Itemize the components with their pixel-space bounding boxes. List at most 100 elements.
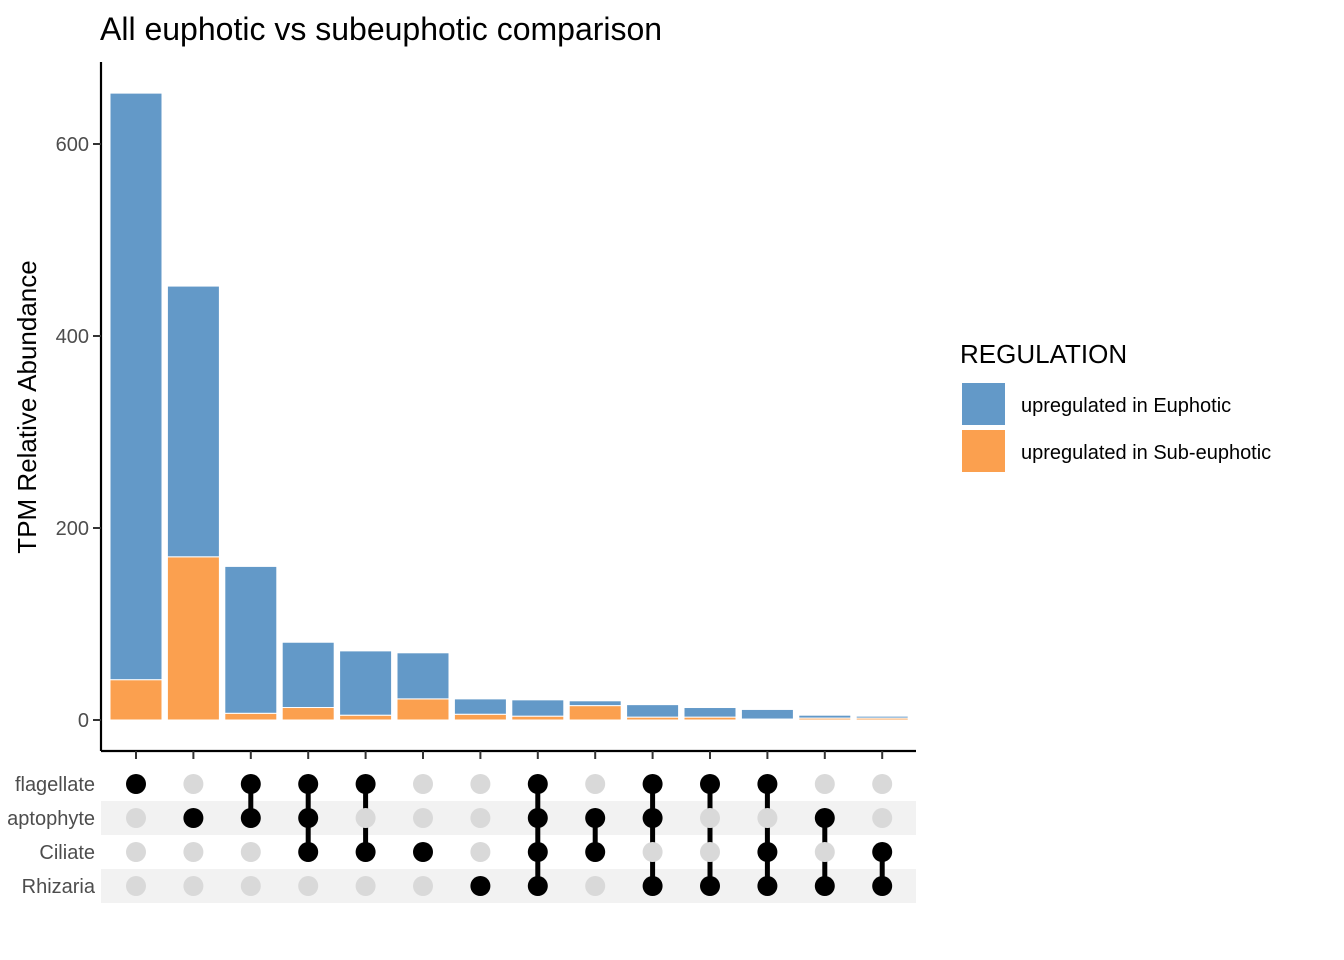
matrix-dot-inactive (585, 876, 606, 896)
matrix-dot-active (240, 808, 261, 828)
matrix-dot-active (527, 808, 548, 828)
bar-segment (224, 565, 278, 714)
matrix-dot-active (700, 774, 720, 794)
bar-segment (281, 641, 335, 709)
legend-label: upregulated in Sub-euphotic (1021, 442, 1271, 464)
bar-segment (166, 285, 220, 558)
legend: REGULATION upregulated in Euphotic upregu… (960, 339, 1271, 472)
bar-segment (396, 652, 450, 700)
matrix-dot-inactive (757, 808, 778, 828)
matrix-dot-inactive (413, 876, 433, 896)
matrix-dot-active (872, 876, 893, 896)
matrix-dot-inactive (585, 774, 606, 794)
bars (109, 92, 909, 721)
legend-label: upregulated in Euphotic (1021, 395, 1231, 417)
bar-segment (224, 712, 278, 721)
matrix-dot-active (814, 876, 835, 896)
matrix-dot-inactive (642, 842, 663, 862)
bar-segment (109, 679, 163, 721)
y-axis-label: TPM Relative Abundance (12, 260, 42, 553)
matrix-dot-inactive (470, 842, 491, 862)
bar-segment (339, 714, 393, 721)
y-tick-label: 400 (56, 326, 89, 348)
legend-title: REGULATION (960, 339, 1127, 369)
matrix-dot-inactive (413, 774, 433, 794)
matrix-dot-inactive (470, 808, 491, 828)
matrix-dot-inactive (240, 876, 261, 896)
matrix-dot-active (355, 842, 376, 862)
y-tick-label: 600 (56, 134, 89, 156)
matrix-dot-inactive (355, 808, 376, 828)
matrix-dot-active (700, 876, 720, 896)
legend-swatch (962, 430, 1005, 472)
axes: 0 200 400 600 (56, 62, 916, 759)
bar-segment (798, 714, 852, 719)
chart-title: All euphotic vs subeuphotic comparison (100, 11, 662, 47)
matrix-dot-active (527, 876, 548, 896)
bar-segment (855, 715, 909, 719)
y-tick-label: 200 (56, 518, 89, 540)
matrix-dot-inactive (700, 842, 720, 862)
matrix-dot-inactive (470, 774, 491, 794)
legend-swatch (962, 383, 1005, 425)
bar-segment (109, 92, 163, 681)
bar-segment (511, 715, 565, 721)
matrix-dot-inactive (413, 808, 433, 828)
bar-segment (740, 708, 794, 720)
set-label: Ciliate (39, 842, 95, 864)
bar-segment (453, 713, 507, 721)
bar-segment (568, 700, 622, 707)
matrix-dot-active (527, 774, 548, 794)
bar-segment (568, 705, 622, 721)
matrix-dot-active (298, 842, 319, 862)
matrix-dot-active (355, 774, 376, 794)
bar-segment (166, 556, 220, 721)
matrix-dot-inactive (183, 842, 204, 862)
matrix-dot-active (413, 842, 433, 862)
matrix-dot-active (470, 876, 491, 896)
intersection-matrix: flagellate aptophyte Ciliate Rhizaria (7, 774, 893, 898)
matrix-dot-inactive (183, 774, 204, 794)
matrix-dot-active (126, 774, 146, 794)
matrix-band (101, 801, 916, 835)
matrix-dot-inactive (814, 842, 835, 862)
matrix-dot-inactive (872, 774, 893, 794)
bar-segment (339, 650, 393, 716)
matrix-dot-active (757, 842, 778, 862)
bar-segment (281, 707, 335, 721)
bar-segment (683, 707, 737, 718)
matrix-dot-active (757, 774, 778, 794)
matrix-dot-inactive (183, 876, 204, 896)
set-label: Rhizaria (22, 876, 96, 898)
matrix-dot-inactive (814, 774, 835, 794)
matrix-dot-active (585, 808, 606, 828)
matrix-dot-inactive (126, 842, 146, 862)
matrix-dot-active (527, 842, 548, 862)
matrix-dot-active (183, 808, 204, 828)
matrix-dot-inactive (355, 876, 376, 896)
matrix-dot-active (585, 842, 606, 862)
matrix-dot-active (642, 876, 663, 896)
matrix-dot-active (298, 774, 319, 794)
matrix-dot-active (814, 808, 835, 828)
matrix-band (101, 869, 916, 903)
matrix-dot-inactive (240, 842, 261, 862)
bar-segment (511, 699, 565, 717)
matrix-bands (101, 801, 916, 903)
matrix-dot-inactive (700, 808, 720, 828)
matrix-dot-active (872, 842, 893, 862)
matrix-dot-active (757, 876, 778, 896)
matrix-dot-active (642, 808, 663, 828)
matrix-dot-inactive (126, 876, 146, 896)
matrix-dot-inactive (872, 808, 893, 828)
matrix-dot-active (642, 774, 663, 794)
matrix-dot-inactive (298, 876, 319, 896)
bar-segment (626, 704, 680, 718)
set-label: aptophyte (7, 808, 95, 830)
matrix-dot-active (240, 774, 261, 794)
y-tick-label: 0 (78, 710, 89, 732)
matrix-dot-inactive (126, 808, 146, 828)
matrix-dot-active (298, 808, 319, 828)
bar-segment (396, 698, 450, 721)
